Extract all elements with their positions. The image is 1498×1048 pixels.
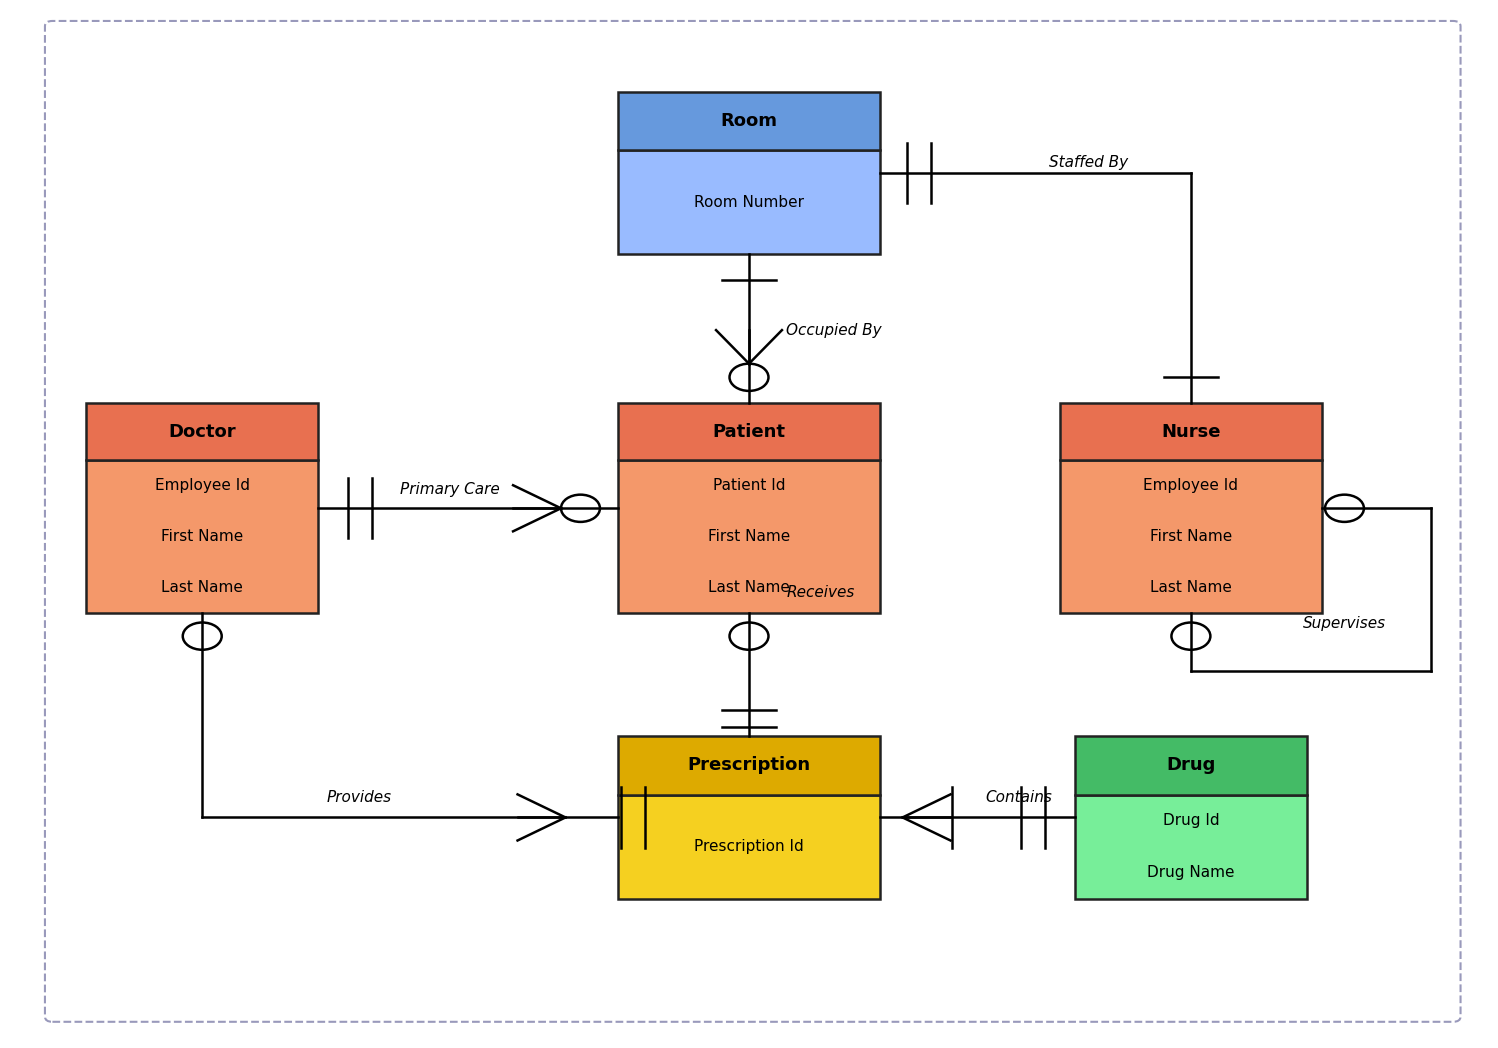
Text: Last Name: Last Name [162, 581, 243, 595]
Text: Last Name: Last Name [1150, 581, 1231, 595]
Bar [617, 150, 879, 255]
Text: Staffed By: Staffed By [1049, 155, 1128, 170]
Text: Prescription Id: Prescription Id [694, 839, 804, 854]
Text: Receives: Receives [786, 585, 855, 599]
Bar [1061, 403, 1323, 460]
Text: First Name: First Name [162, 529, 243, 544]
Text: Prescription: Prescription [688, 757, 810, 774]
Bar [617, 92, 879, 150]
Text: Primary Care: Primary Care [400, 482, 499, 497]
Text: Contains: Contains [986, 790, 1053, 805]
Text: Supervises: Supervises [1303, 616, 1386, 631]
Bar [87, 403, 319, 460]
Bar [1076, 794, 1306, 899]
Text: Room: Room [721, 112, 777, 130]
Text: First Name: First Name [1150, 529, 1231, 544]
Text: First Name: First Name [709, 529, 789, 544]
Text: Room Number: Room Number [694, 195, 804, 210]
Text: Occupied By: Occupied By [786, 323, 882, 337]
Bar [617, 460, 879, 613]
Bar [617, 736, 879, 794]
Text: Provides: Provides [327, 790, 392, 805]
Text: Employee Id: Employee Id [154, 478, 250, 493]
Text: Drug Id: Drug Id [1162, 813, 1219, 828]
Bar [1061, 460, 1323, 613]
Text: Nurse: Nurse [1161, 422, 1221, 441]
Bar [617, 403, 879, 460]
Text: Patient Id: Patient Id [713, 478, 785, 493]
Text: Employee Id: Employee Id [1143, 478, 1239, 493]
Bar [617, 794, 879, 899]
Text: Last Name: Last Name [709, 581, 789, 595]
Text: Drug Name: Drug Name [1147, 866, 1234, 880]
Bar [1076, 736, 1306, 794]
Text: Patient: Patient [713, 422, 785, 441]
Text: Drug: Drug [1167, 757, 1215, 774]
Bar [87, 460, 319, 613]
Text: Doctor: Doctor [168, 422, 237, 441]
